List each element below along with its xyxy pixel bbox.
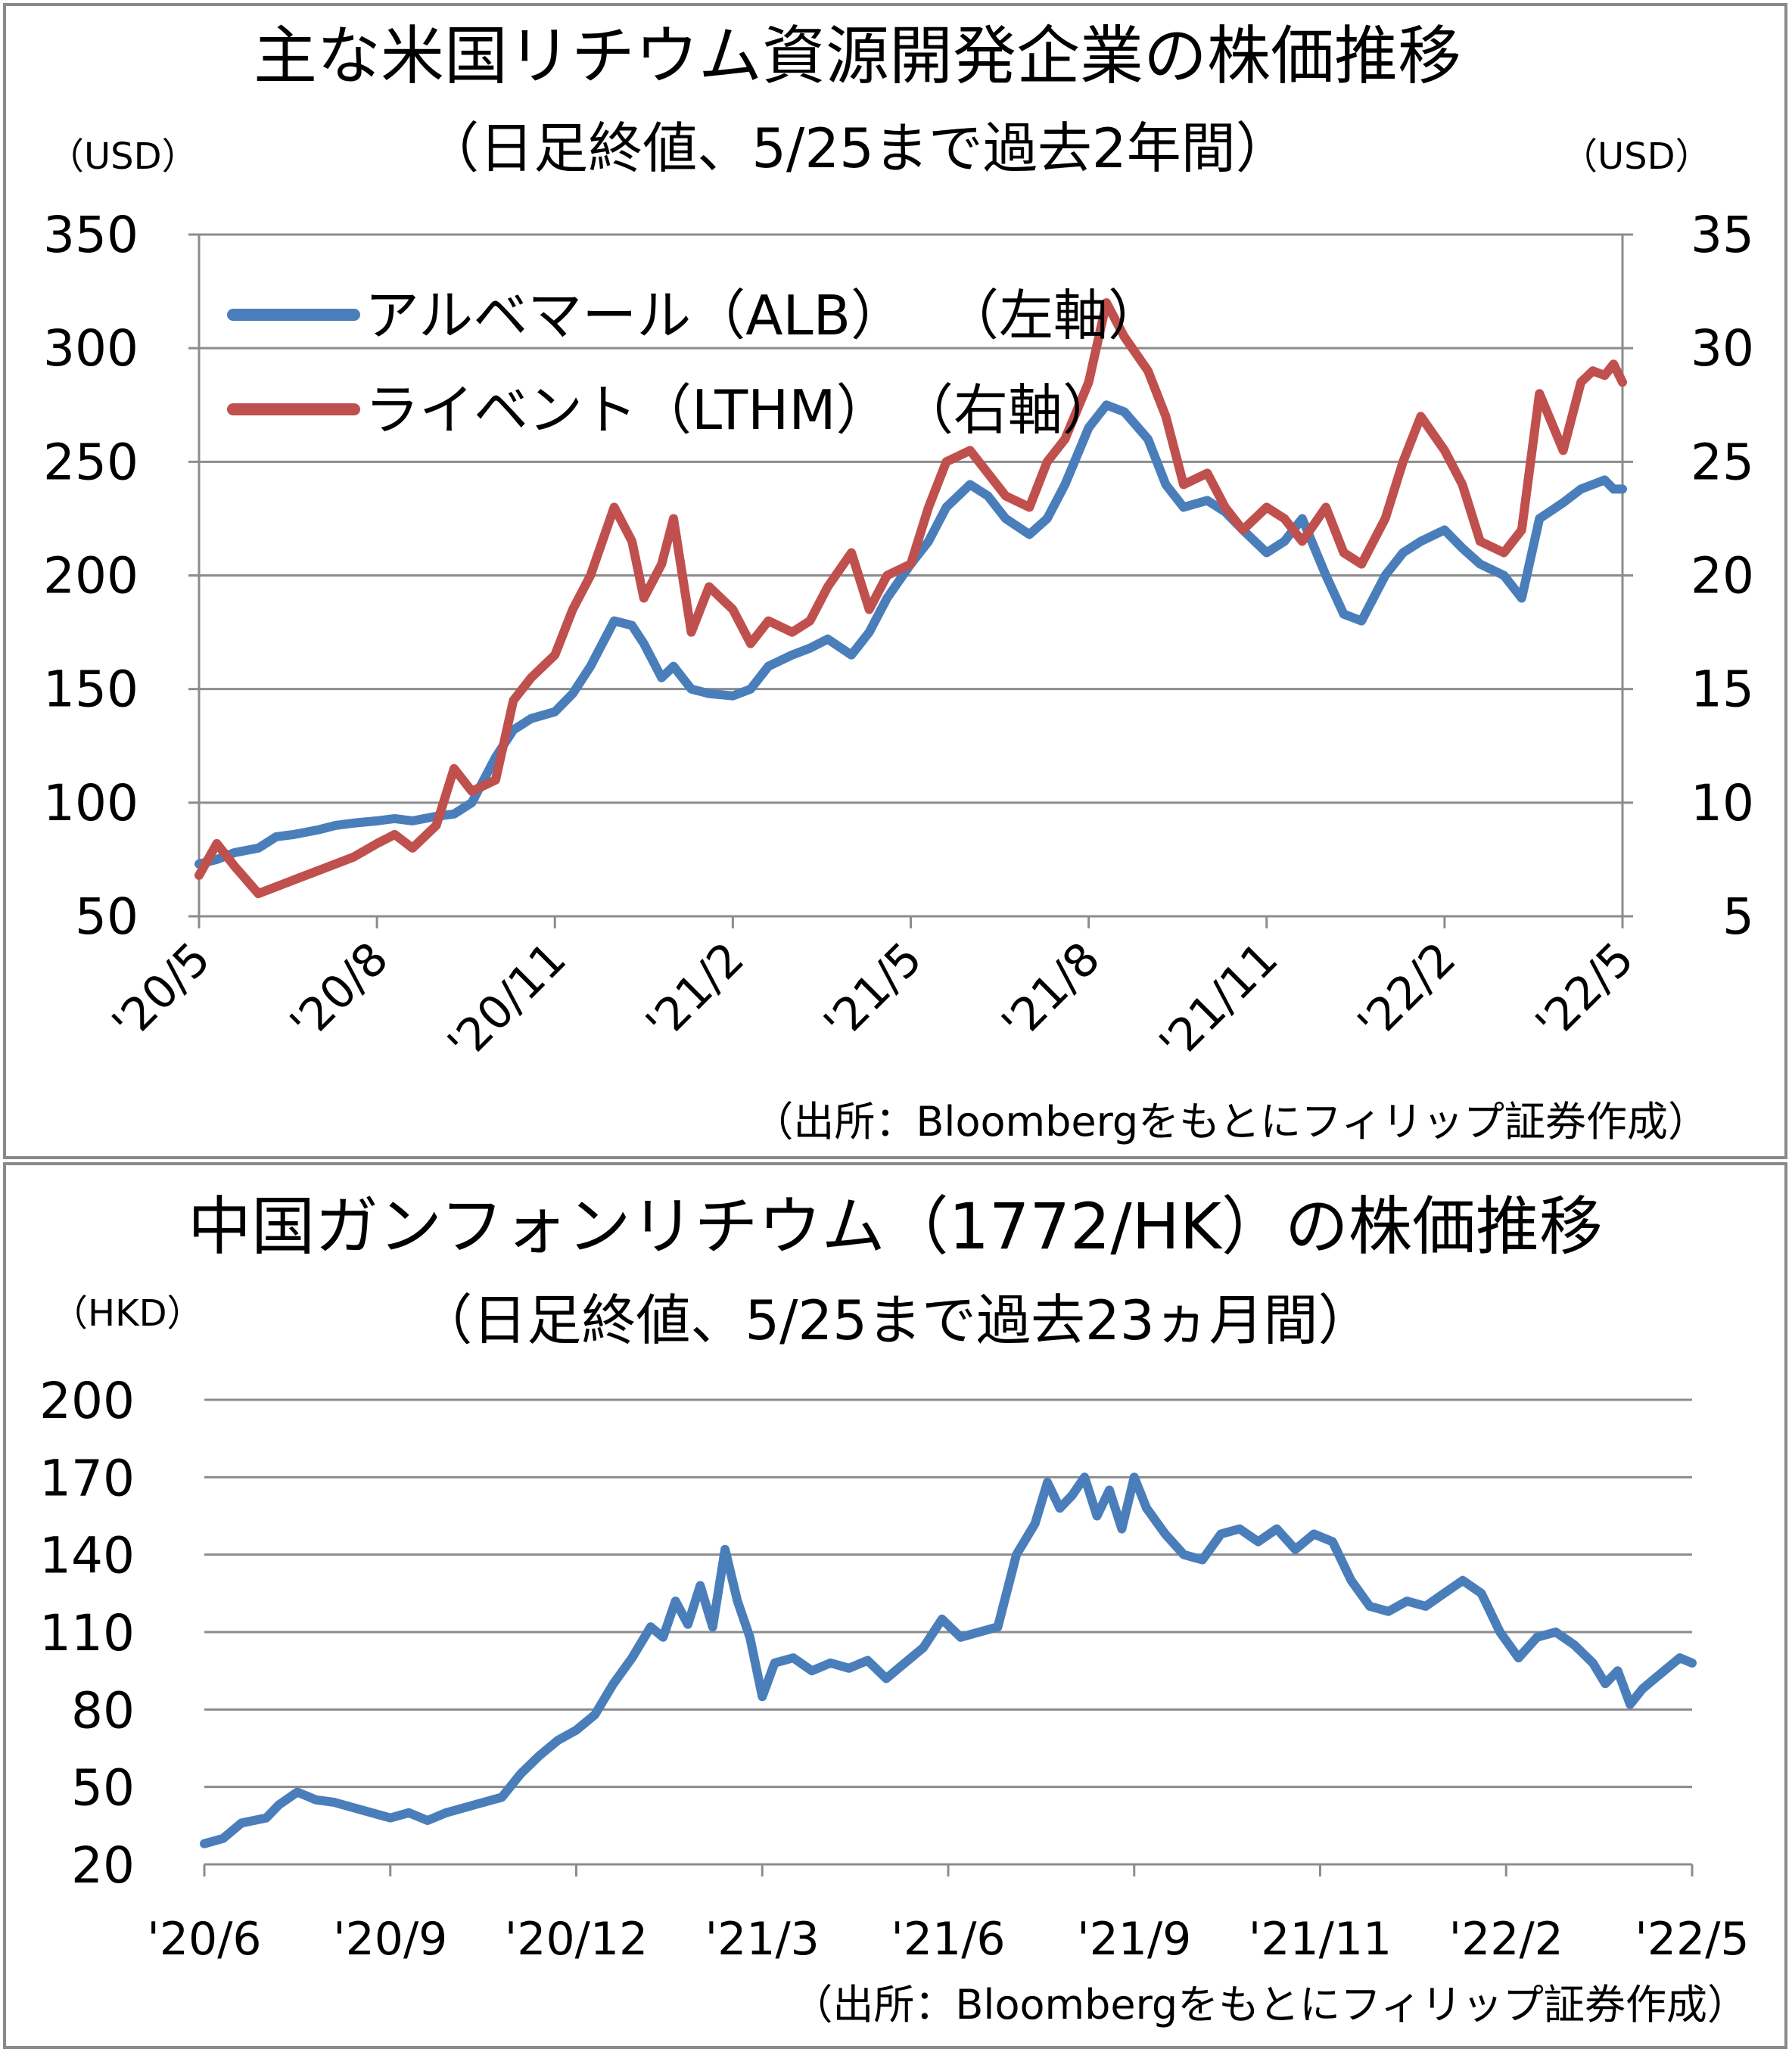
bottom-series-lines	[200, 1472, 1697, 1848]
bottom-y-tick-label: 140	[39, 1527, 135, 1585]
bottom-chart-svg: 中国ガンフォンリチウム（1772/HK）の株価推移 （日足終値、5/25まで過去…	[39, 1189, 1750, 2029]
bottom-source-note: （出所：Bloombergをもとにフィリップ証券作成）	[792, 1981, 1748, 2029]
bottom-x-tick-label: '20/6	[147, 1913, 261, 1966]
bottom-y-tick-label: 20	[71, 1836, 135, 1895]
top-legend: アルベマール（ALB） （左軸） ライベント（LTHM） （右軸）	[227, 284, 1162, 442]
bottom-chart-title: 中国ガンフォンリチウム（1772/HK）の株価推移	[188, 1189, 1603, 1264]
top-x-tick-label: '21/8	[992, 932, 1110, 1050]
top-right-tick-label: 35	[1691, 206, 1754, 264]
bottom-x-tick-label: '21/3	[705, 1913, 820, 1966]
series-line-lthm	[194, 298, 1627, 898]
legend-axis-lthm: （右軸）	[899, 378, 1117, 442]
bottom-y-tick-label: 110	[39, 1604, 135, 1662]
top-x-tick-label: '22/5	[1526, 932, 1644, 1050]
bottom-chart-subtitle: （日足終値、5/25まで過去23ヵ月間）	[418, 1289, 1372, 1352]
bottom-y-tick-label: 80	[71, 1681, 135, 1740]
top-x-tick-label: '21/2	[636, 932, 754, 1050]
top-chart-svg: 主な米国リチウム資源開発企業の株価推移 （日足終値、5/25まで過去2年間） （…	[43, 19, 1754, 1146]
top-x-tick-label: '21/5	[814, 932, 932, 1050]
top-x-tick-label: '20/8	[280, 932, 398, 1050]
bottom-y-axis-unit: （HKD）	[51, 1292, 204, 1335]
bottom-x-tick-label: '21/9	[1077, 1913, 1191, 1966]
bottom-x-tick-label: '22/5	[1635, 1913, 1749, 1966]
top-left-tick-label: 50	[75, 888, 138, 946]
top-left-tick-label: 350	[43, 206, 138, 264]
top-left-tick-label: 200	[43, 547, 138, 605]
bottom-y-ticks: 200 170 140 110 80 50 20	[39, 1372, 135, 1895]
ganfeng-chart-panel: 中国ガンフォンリチウム（1772/HK）の株価推移 （日足終値、5/25まで過去…	[3, 1162, 1787, 2049]
top-chart-title: 主な米国リチウム資源開発企業の株価推移	[254, 19, 1461, 93]
top-right-tick-label: 30	[1691, 319, 1754, 378]
top-left-axis-unit: （USD）	[48, 135, 198, 178]
top-right-tick-label: 10	[1691, 774, 1754, 832]
albemarle-livent-chart-panel: 主な米国リチウム資源開発企業の株価推移 （日足終値、5/25まで過去2年間） （…	[3, 3, 1787, 1159]
top-right-y-ticks: 35 30 25 20 15 10 5	[1691, 206, 1754, 946]
top-x-tick-label: '22/2	[1348, 932, 1466, 1050]
top-left-y-ticks: 350 300 250 200 150 100 50	[43, 206, 138, 946]
top-source-note: （出所：Bloombergをもとにフィリップ証券作成）	[752, 1098, 1709, 1146]
top-left-tick-label: 300	[43, 319, 138, 378]
bottom-y-tick-label: 200	[39, 1372, 135, 1430]
top-x-tick-label: '20/5	[102, 932, 220, 1050]
bottom-x-tick-label: '21/11	[1249, 1913, 1392, 1966]
bottom-x-tick-label: '20/9	[333, 1913, 447, 1966]
bottom-x-tick-label: '22/2	[1449, 1913, 1563, 1966]
bottom-x-tick-label: '21/6	[891, 1913, 1005, 1966]
legend-axis-alb: （左軸）	[944, 284, 1162, 347]
top-left-tick-label: 100	[43, 774, 138, 832]
top-x-tick-label: '20/11	[437, 932, 576, 1071]
series-line-ganfeng	[200, 1472, 1697, 1848]
top-x-tick-label: '21/11	[1150, 932, 1288, 1071]
bottom-x-tick-label: '20/12	[505, 1913, 648, 1966]
top-right-tick-label: 5	[1722, 888, 1754, 946]
top-x-ticks: '20/5 '20/8 '20/11 '21/2 '21/5 '21/8 '21/11 '22…	[102, 916, 1644, 1071]
top-left-tick-label: 250	[43, 433, 138, 491]
bottom-gridlines	[204, 1398, 1692, 1866]
top-right-axis-unit: （USD）	[1561, 135, 1712, 178]
legend-label-lthm: ライベント（LTHM）	[365, 378, 890, 442]
top-series-lines	[194, 298, 1627, 898]
top-chart-subtitle: （日足終値、5/25まで過去2年間）	[425, 117, 1290, 180]
top-right-tick-label: 25	[1691, 433, 1754, 491]
bottom-y-tick-label: 170	[39, 1449, 135, 1507]
series-line-alb	[194, 400, 1627, 869]
bottom-y-tick-label: 50	[71, 1759, 135, 1817]
top-right-tick-label: 15	[1691, 661, 1754, 719]
bottom-x-ticks: '20/6 '20/9 '20/12 '21/3 '21/6 '21/9 '21/11 '22…	[147, 1864, 1750, 1966]
top-right-tick-label: 20	[1691, 547, 1754, 605]
top-left-tick-label: 150	[43, 661, 138, 719]
legend-label-alb: アルベマール（ALB）	[365, 284, 905, 347]
